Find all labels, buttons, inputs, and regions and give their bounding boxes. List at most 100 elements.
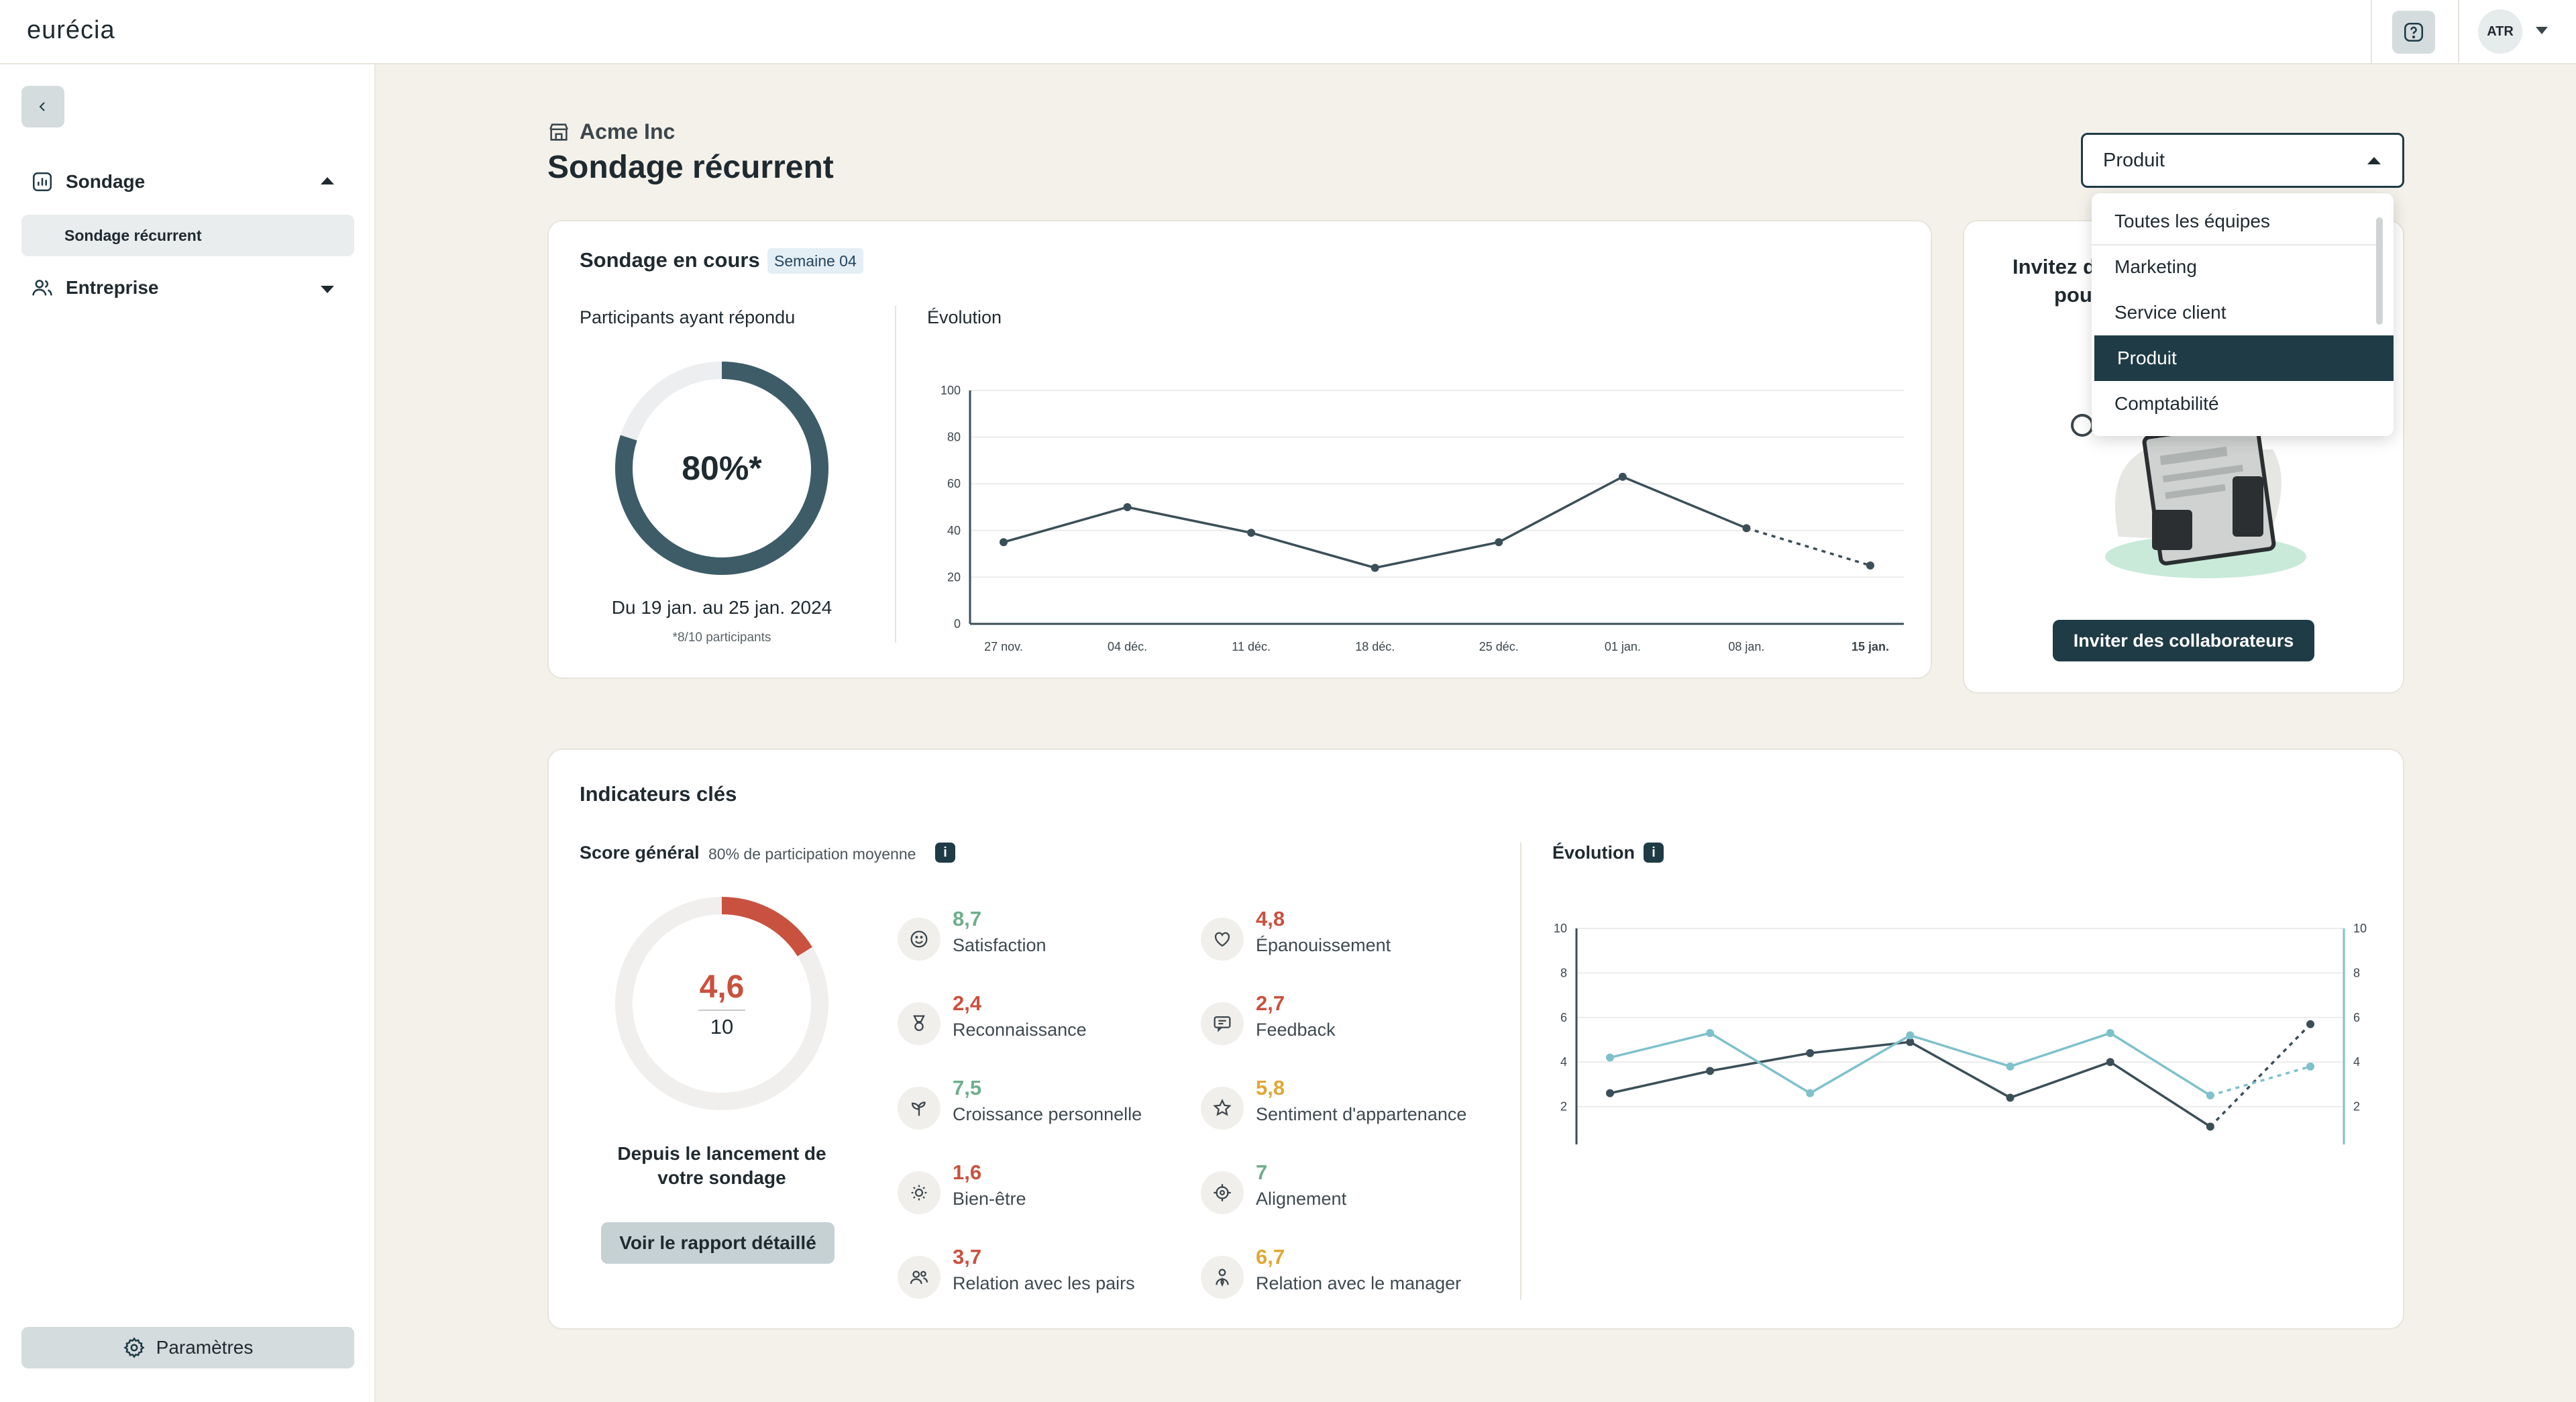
data-point (1606, 1089, 1614, 1097)
app-logo[interactable]: eurécia (27, 16, 115, 44)
chevron-up-icon (2367, 157, 2381, 164)
heart-icon (1201, 918, 1244, 961)
help-button[interactable] (2392, 11, 2435, 54)
divider (895, 306, 896, 643)
sidebar-item-entreprise[interactable]: Entreprise (31, 276, 159, 299)
x-tick-label: 25 déc. (1479, 640, 1519, 653)
invite-title-line2: pou (2054, 283, 2092, 307)
gear-icon (123, 1337, 145, 1358)
y-tick-label: 8 (1560, 966, 1567, 979)
data-point (2206, 1091, 2214, 1099)
team-select[interactable]: Produit (2081, 133, 2404, 188)
data-point (1906, 1031, 1915, 1040)
series-line-forecast (2210, 1065, 2311, 1097)
data-point (1806, 1048, 1815, 1057)
chevron-left-icon (39, 102, 45, 111)
data-point (1618, 472, 1627, 481)
indicator-sentiment-d-appartenance[interactable]: 5,8 Sentiment d'appartenance (1201, 1076, 1496, 1130)
y-tick-label: 0 (954, 617, 961, 631)
team-select-value: Produit (2103, 150, 2165, 171)
indicator-feedback[interactable]: 2,7 Feedback (1201, 991, 1496, 1045)
data-point (2106, 1029, 2114, 1038)
data-point (1906, 1038, 1915, 1046)
chevron-up-icon[interactable] (321, 177, 334, 184)
menu-item-comptabilite[interactable]: Comptabilité (2114, 393, 2219, 414)
x-tick-label: 15 jan. (1851, 640, 1889, 653)
chevron-down-icon[interactable] (2536, 27, 2548, 34)
indicator-label: Bien-être (953, 1189, 1026, 1209)
data-point (1371, 563, 1379, 572)
indicator-value: 7,5 (953, 1076, 982, 1099)
indicator-satisfaction[interactable]: 8,7 Satisfaction (898, 907, 1193, 961)
participants-label: Participants ayant répondu (580, 307, 796, 327)
indicator-label: Reconnaissance (953, 1020, 1087, 1040)
user-avatar[interactable]: ATR (2478, 9, 2522, 54)
menu-divider (2092, 244, 2376, 246)
current-survey-card: Sondage en cours Semaine 04 Participants… (547, 220, 1932, 679)
data-point (2306, 1020, 2314, 1028)
x-tick-label: 18 déc. (1355, 640, 1395, 653)
x-tick-label: 11 déc. (1232, 640, 1271, 653)
chevron-down-icon[interactable] (321, 286, 334, 293)
indicator-épanouissement[interactable]: 4,8 Épanouissement (1201, 907, 1496, 961)
detailed-report-button[interactable]: Voir le rapport détaillé (601, 1222, 835, 1264)
menu-item-marketing[interactable]: Marketing (2114, 256, 2197, 277)
x-tick-label: 27 nov. (984, 640, 1023, 653)
sidebar-subitem-sondage-recurrent[interactable]: Sondage récurrent (21, 215, 354, 256)
invite-card: Invitez d pou Inviter des collaborateurs (1963, 220, 2404, 694)
message-icon (1201, 1002, 1244, 1045)
settings-button[interactable]: Paramètres (21, 1327, 354, 1368)
participation-donut: 80%* (613, 360, 830, 577)
indicator-value: 5,8 (1256, 1076, 1285, 1099)
indicator-value: 4,8 (1256, 907, 1285, 930)
indicators-evolution-chart: 0022446688101027 nov.04 déc.11 déc.18 dé… (1554, 922, 2367, 1144)
star-icon (1201, 1087, 1244, 1130)
menu-item-produit[interactable]: Produit (2094, 335, 2394, 381)
indicator-relation-avec-les-pairs[interactable]: 3,7 Relation avec les pairs (898, 1245, 1193, 1299)
x-tick-label: 04 déc. (1108, 640, 1147, 653)
collapse-sidebar-button[interactable] (21, 86, 64, 127)
sidebar-item-sondage[interactable]: Sondage (31, 170, 145, 193)
y-tick-label: 20 (947, 570, 961, 584)
indicator-alignement[interactable]: 7 Alignement (1201, 1161, 1496, 1214)
company-name: Acme Inc (547, 119, 675, 144)
indicator-relation-avec-le-manager[interactable]: 6,7 Relation avec le manager (1201, 1245, 1496, 1299)
participation-average: 80% de participation moyenne (708, 845, 916, 863)
info-icon[interactable]: i (1644, 843, 1664, 863)
indicator-reconnaissance[interactable]: 2,4 Reconnaissance (898, 991, 1193, 1045)
menu-scrollbar[interactable] (2376, 217, 2383, 325)
indicator-value: 8,7 (953, 907, 982, 930)
series-line-forecast (1746, 527, 1871, 567)
sidebar-item-label: Entreprise (66, 277, 159, 298)
y-tick-label: 2 (1560, 1100, 1567, 1114)
y-tick-label-right: 2 (2353, 1100, 2360, 1114)
score-donut: 4,6 10 (613, 895, 830, 1112)
chart-icon (32, 172, 52, 192)
indicator-croissance-personnelle[interactable]: 7,5 Croissance personnelle (898, 1076, 1193, 1130)
topbar-divider (2371, 0, 2372, 64)
indicator-value: 2,7 (1256, 991, 1285, 1015)
invite-illustration (2071, 414, 2306, 578)
topbar-divider (2458, 0, 2459, 64)
menu-item-all-teams[interactable]: Toutes les équipes (2114, 211, 2270, 231)
indicator-bien-être[interactable]: 1,6 Bien-être (898, 1161, 1193, 1214)
info-icon[interactable]: i (935, 843, 955, 863)
sidebar: Sondage Sondage récurrent Entreprise Par… (0, 64, 376, 1402)
x-tick-label: 01 jan. (1605, 640, 1641, 653)
series-line (1609, 1040, 2211, 1128)
indicator-label: Relation avec les pairs (953, 1273, 1135, 1293)
indicator-label: Sentiment d'appartenance (1256, 1104, 1467, 1124)
evolution-label: Évolution (927, 307, 1002, 327)
y-tick-label: 60 (947, 477, 961, 490)
people-icon (32, 280, 52, 296)
indicator-label: Feedback (1256, 1020, 1336, 1040)
indicator-label: Croissance personnelle (953, 1104, 1142, 1124)
y-tick-label-right: 8 (2353, 966, 2360, 979)
indicator-label: Alignement (1256, 1189, 1347, 1209)
menu-item-service-client[interactable]: Service client (2114, 302, 2226, 323)
y-tick-label: 40 (947, 524, 961, 537)
data-point (1000, 538, 1008, 547)
y-tick-label: 10 (1554, 922, 1567, 935)
invite-button[interactable]: Inviter des collaborateurs (2053, 620, 2314, 661)
indicator-label: Relation avec le manager (1256, 1273, 1462, 1293)
